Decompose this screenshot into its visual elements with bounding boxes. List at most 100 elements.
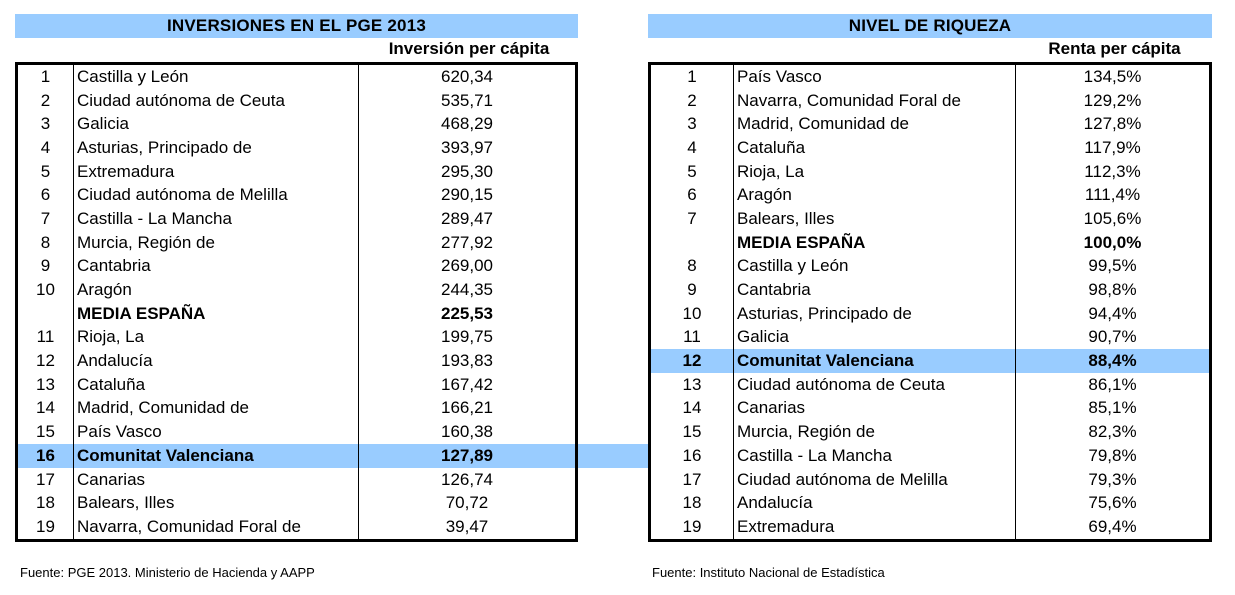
inversion-cell-rank: 18 <box>16 491 74 516</box>
inversion-cell-name: Madrid, Comunidad de <box>73 396 359 421</box>
inversion-cell-name: Castilla - La Mancha <box>73 207 359 231</box>
inversion-cell-value: 289,47 <box>358 207 577 231</box>
inversion-cell-value: 535,71 <box>358 88 577 113</box>
inversion-cell-name: Rioja, La <box>73 325 359 350</box>
riqueza-row: 11 Galicia 90,7% <box>649 325 1211 350</box>
riqueza-cell-rank: 13 <box>649 372 734 397</box>
inversion-cell-value: 167,42 <box>358 372 577 397</box>
inversion-row: 9 Cantabria 269,00 <box>16 254 577 279</box>
inversion-cell-value: 39,47 <box>358 515 577 541</box>
inversion-cell-value: 166,21 <box>358 396 577 421</box>
riqueza-cell-name: Castilla - La Mancha <box>733 444 1016 468</box>
riqueza-cell-rank: 7 <box>649 207 734 231</box>
riqueza-cell-rank: 5 <box>649 159 734 184</box>
riqueza-row: 10 Asturias, Principado de 94,4% <box>649 301 1211 326</box>
riqueza-cell-rank: 18 <box>649 491 734 516</box>
inversion-cell-value: 127,89 <box>358 444 577 468</box>
inversion-cell-value: 290,15 <box>358 183 577 208</box>
riqueza-cell-value: 69,4% <box>1015 515 1211 541</box>
inversion-row: 11 Rioja, La 199,75 <box>16 325 577 350</box>
riqueza-cell-value: 90,7% <box>1015 325 1211 350</box>
inversion-cell-name: Canarias <box>73 467 359 492</box>
inversion-row: 12 Andalucía 193,83 <box>16 349 577 373</box>
inversion-cell-rank: 8 <box>16 230 74 255</box>
riqueza-row: 12 Comunitat Valenciana 88,4% <box>649 349 1211 373</box>
inversion-row: 18 Balears, Illes 70,72 <box>16 491 577 516</box>
riqueza-row: 14 Canarias 85,1% <box>649 396 1211 421</box>
riqueza-cell-name: MEDIA ESPAÑA <box>733 230 1016 255</box>
riqueza-cell-value: 100,0% <box>1015 230 1211 255</box>
riqueza-source-note: Fuente: Instituto Nacional de Estadístic… <box>652 565 885 580</box>
riqueza-cell-value: 117,9% <box>1015 136 1211 160</box>
inversion-cell-name: Galicia <box>73 112 359 137</box>
inversion-cell-name: Ciudad autónoma de Ceuta <box>73 88 359 113</box>
riqueza-cell-value: 79,3% <box>1015 467 1211 492</box>
riqueza-row: 5 Rioja, La 112,3% <box>649 159 1211 184</box>
inversion-cell-name: Comunitat Valenciana <box>73 444 359 468</box>
inversion-cell-rank: 11 <box>16 325 74 350</box>
riqueza-cell-name: Cataluña <box>733 136 1016 160</box>
riqueza-cell-name: Murcia, Región de <box>733 420 1016 444</box>
inversion-cell-name: Extremadura <box>73 159 359 184</box>
inversion-cell-name: Cataluña <box>73 372 359 397</box>
inversion-cell-rank: 5 <box>16 159 74 184</box>
riqueza-cell-rank: 1 <box>649 63 734 89</box>
riqueza-cell-name: Navarra, Comunidad Foral de <box>733 88 1016 113</box>
riqueza-row: 2 Navarra, Comunidad Foral de 129,2% <box>649 88 1211 113</box>
inversion-row: 10 Aragón 244,35 <box>16 278 577 302</box>
inversion-cell-value: 620,34 <box>358 63 577 89</box>
inversion-cell-name: MEDIA ESPAÑA <box>73 301 359 326</box>
highlight-connector-horizontal <box>578 444 651 468</box>
riqueza-cell-name: Aragón <box>733 183 1016 208</box>
riqueza-cell-value: 79,8% <box>1015 444 1211 468</box>
riqueza-table-title: NIVEL DE RIQUEZA <box>648 14 1212 38</box>
riqueza-row: 16 Castilla - La Mancha 79,8% <box>649 444 1211 468</box>
inversion-cell-rank: 2 <box>16 88 74 113</box>
riqueza-row: 17 Ciudad autónoma de Melilla 79,3% <box>649 467 1211 492</box>
inversion-row: 15 País Vasco 160,38 <box>16 420 577 444</box>
inversion-column-header-row: Inversión per cápita <box>15 38 578 62</box>
riqueza-column-header: Renta per cápita <box>1048 39 1181 58</box>
inversion-row: 4 Asturias, Principado de 393,97 <box>16 136 577 160</box>
riqueza-cell-rank: 3 <box>649 112 734 137</box>
inversion-cell-name: Navarra, Comunidad Foral de <box>73 515 359 541</box>
inversion-table-panel: INVERSIONES EN EL PGE 2013 Inversión per… <box>15 14 578 542</box>
riqueza-cell-name: Comunitat Valenciana <box>733 349 1016 373</box>
inversion-cell-rank: 19 <box>16 515 74 541</box>
riqueza-cell-name: Andalucía <box>733 491 1016 516</box>
inversion-row: 13 Cataluña 167,42 <box>16 372 577 397</box>
riqueza-cell-value: 88,4% <box>1015 349 1211 373</box>
inversion-cell-value: 126,74 <box>358 467 577 492</box>
riqueza-cell-name: Asturias, Principado de <box>733 301 1016 326</box>
riqueza-cell-value: 129,2% <box>1015 88 1211 113</box>
riqueza-cell-value: 85,1% <box>1015 396 1211 421</box>
riqueza-cell-name: Ciudad autónoma de Ceuta <box>733 372 1016 397</box>
inversion-cell-rank: 3 <box>16 112 74 137</box>
riqueza-cell-value: 75,6% <box>1015 491 1211 516</box>
riqueza-cell-value: 99,5% <box>1015 254 1211 279</box>
inversion-cell-rank: 14 <box>16 396 74 421</box>
inversion-row: 1 Castilla y León 620,34 <box>16 63 577 89</box>
inversion-cell-rank: 7 <box>16 207 74 231</box>
riqueza-cell-value: 111,4% <box>1015 183 1211 208</box>
riqueza-row: 6 Aragón 111,4% <box>649 183 1211 208</box>
riqueza-row: 9 Cantabria 98,8% <box>649 278 1211 302</box>
inversion-row: 7 Castilla - La Mancha 289,47 <box>16 207 577 231</box>
inversion-row: 19 Navarra, Comunidad Foral de 39,47 <box>16 515 577 541</box>
inversion-cell-name: Ciudad autónoma de Melilla <box>73 183 359 208</box>
riqueza-cell-name: País Vasco <box>733 63 1016 89</box>
inversion-cell-name: Asturias, Principado de <box>73 136 359 160</box>
inversion-row: 6 Ciudad autónoma de Melilla 290,15 <box>16 183 577 208</box>
inversion-cell-value: 70,72 <box>358 491 577 516</box>
inversion-cell-value: 393,97 <box>358 136 577 160</box>
riqueza-cell-rank: 11 <box>649 325 734 350</box>
riqueza-row: 1 País Vasco 134,5% <box>649 63 1211 89</box>
inversion-row: 3 Galicia 468,29 <box>16 112 577 137</box>
inversion-cell-rank: 12 <box>16 349 74 373</box>
riqueza-cell-value: 86,1% <box>1015 372 1211 397</box>
riqueza-cell-value: 127,8% <box>1015 112 1211 137</box>
riqueza-table-panel: NIVEL DE RIQUEZA Renta per cápita 1 País … <box>648 14 1212 542</box>
inversion-row: MEDIA ESPAÑA 225,53 <box>16 301 577 326</box>
inversion-source-note: Fuente: PGE 2013. Ministerio de Hacienda… <box>20 565 315 580</box>
riqueza-cell-value: 105,6% <box>1015 207 1211 231</box>
